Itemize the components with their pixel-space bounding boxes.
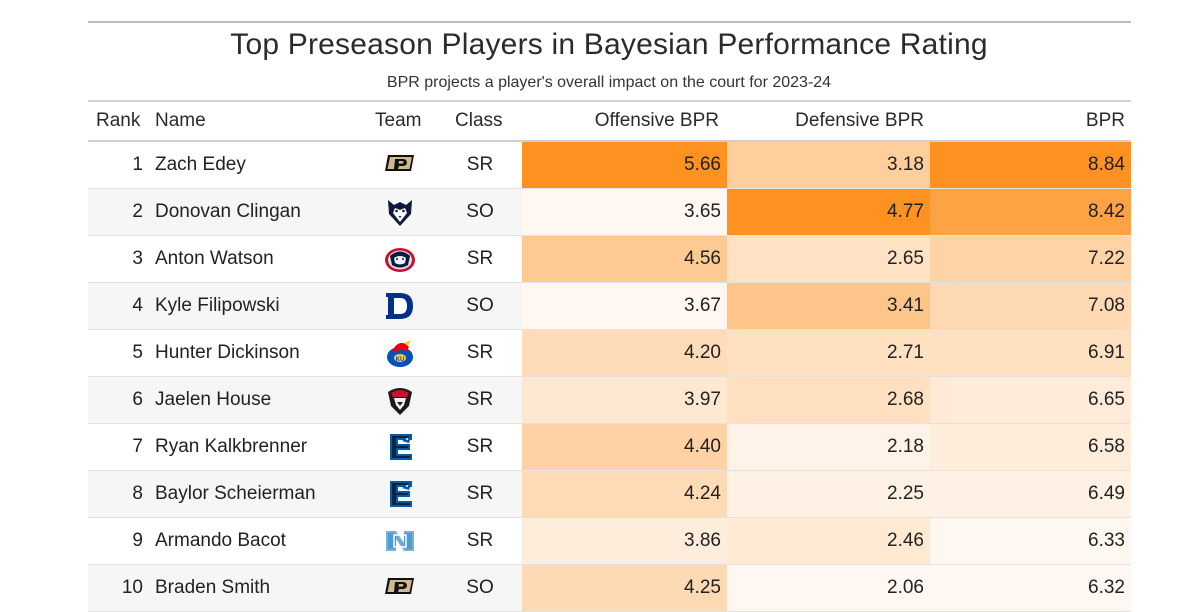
table-row: 4 Kyle Filipowski SO 3.67 3.41 7.08: [88, 283, 1131, 330]
header-defensive-bpr: Defensive BPR: [795, 110, 924, 131]
purdue-logo-icon: [382, 572, 418, 604]
defensive-bpr-cell: 2.71: [727, 330, 930, 376]
chart-subtitle: BPR projects a player's overall impact o…: [386, 74, 832, 91]
player-name-cell: Anton Watson: [155, 248, 274, 269]
gonzaga-logo-icon: [382, 243, 418, 275]
uconn-logo-icon: [382, 196, 418, 228]
offensive-bpr-cell: 3.67: [522, 283, 727, 329]
class-cell: SR: [466, 436, 494, 457]
offensive-bpr-cell: 4.40: [522, 424, 727, 470]
defensive-bpr-cell: 2.46: [727, 518, 930, 564]
rank-cell: 4: [132, 295, 143, 316]
offensive-bpr-cell: 4.25: [522, 565, 727, 611]
defensive-bpr-cell: 2.18: [727, 424, 930, 470]
table-row: 2 Donovan Clingan SO 3.65 4.77 8.42: [88, 189, 1131, 236]
header-class: Class: [455, 110, 503, 131]
bpr-cell: 8.42: [930, 189, 1131, 235]
rank-cell: 3: [132, 248, 143, 269]
header-name: Name: [155, 110, 206, 131]
table-row: 6 Jaelen House SR 3.97 2.68 6.65: [88, 377, 1131, 424]
offensive-bpr-cell: 4.20: [522, 330, 727, 376]
table-row: 5 Hunter Dickinson KU SR 4.20 2.71 6.91: [88, 330, 1131, 377]
chart-title: Top Preseason Players in Bayesian Perfor…: [230, 28, 988, 61]
table-body: 1 Zach Edey SR 5.66 3.18 8.84 2 Donovan Clingan…: [88, 142, 1131, 612]
player-name-cell: Hunter Dickinson: [155, 342, 300, 363]
svg-text:KU: KU: [396, 357, 405, 363]
player-name-cell: Kyle Filipowski: [155, 295, 280, 316]
class-cell: SO: [466, 201, 494, 222]
rank-cell: 9: [132, 530, 143, 551]
kansas-logo-icon: KU: [382, 337, 418, 369]
player-name-cell: Ryan Kalkbrenner: [155, 436, 308, 457]
table-row: 3 Anton Watson SR 4.56 2.65 7.22: [88, 236, 1131, 283]
table-row: 7 Ryan Kalkbrenner SR 4.40 2.18 6.58: [88, 424, 1131, 471]
class-cell: SR: [466, 342, 494, 363]
bpr-cell: 6.33: [930, 518, 1131, 564]
defensive-bpr-cell: 2.25: [727, 471, 930, 517]
table-row: 9 Armando Bacot SR 3.86 2.46 6.33: [88, 518, 1131, 565]
new-mexico-logo-icon: [382, 384, 418, 416]
bpr-cell: 7.22: [930, 236, 1131, 282]
header-bpr: BPR: [1085, 110, 1125, 131]
bpr-cell: 8.84: [930, 142, 1131, 188]
table-row: 1 Zach Edey SR 5.66 3.18 8.84: [88, 142, 1131, 189]
offensive-bpr-cell: 3.97: [522, 377, 727, 423]
bpr-cell: 6.58: [930, 424, 1131, 470]
table-row: 10 Braden Smith SO 4.25 2.06 6.32: [88, 565, 1131, 612]
top-rule: [88, 21, 1131, 23]
rank-cell: 10: [121, 577, 143, 598]
class-cell: SO: [466, 295, 494, 316]
rank-cell: 5: [132, 342, 143, 363]
rank-cell: 8: [132, 483, 143, 504]
header-team: Team: [375, 110, 422, 131]
offensive-bpr-cell: 4.24: [522, 471, 727, 517]
player-name-cell: Jaelen House: [155, 389, 272, 410]
bpr-table: Rank Name Team Class Offensive BPR Defen…: [88, 100, 1131, 612]
creighton-logo-icon: [382, 478, 418, 510]
unc-logo-icon: [382, 525, 418, 557]
class-cell: SR: [466, 248, 494, 269]
rank-cell: 2: [132, 201, 143, 222]
rank-cell: 1: [132, 154, 143, 175]
table-row: 8 Baylor Scheierman SR 4.24 2.25 6.49: [88, 471, 1131, 518]
rank-cell: 7: [132, 436, 143, 457]
defensive-bpr-cell: 2.65: [727, 236, 930, 282]
rank-cell: 6: [132, 389, 143, 410]
creighton-logo-icon: [382, 431, 418, 463]
header-offensive-bpr: Offensive BPR: [594, 110, 719, 131]
duke-logo-icon: [382, 290, 418, 322]
player-name-cell: Donovan Clingan: [155, 201, 301, 222]
defensive-bpr-cell: 4.77: [727, 189, 930, 235]
class-cell: SR: [466, 530, 494, 551]
offensive-bpr-cell: 5.66: [522, 142, 727, 188]
offensive-bpr-cell: 3.86: [522, 518, 727, 564]
player-name-cell: Braden Smith: [155, 577, 271, 598]
class-cell: SR: [466, 154, 494, 175]
header-rank: Rank: [96, 110, 141, 131]
class-cell: SR: [466, 483, 494, 504]
bpr-cell: 6.91: [930, 330, 1131, 376]
defensive-bpr-cell: 2.68: [727, 377, 930, 423]
purdue-logo-icon: [382, 149, 418, 181]
bpr-cell: 6.49: [930, 471, 1131, 517]
defensive-bpr-cell: 3.18: [727, 142, 930, 188]
player-name-cell: Baylor Scheierman: [155, 483, 316, 504]
bpr-cell: 6.32: [930, 565, 1131, 611]
player-name-cell: Armando Bacot: [155, 530, 286, 551]
class-cell: SR: [466, 389, 494, 410]
bpr-cell: 7.08: [930, 283, 1131, 329]
defensive-bpr-cell: 2.06: [727, 565, 930, 611]
player-name-cell: Zach Edey: [155, 154, 246, 175]
offensive-bpr-cell: 4.56: [522, 236, 727, 282]
table-header: Rank Name Team Class Offensive BPR Defen…: [88, 100, 1131, 142]
class-cell: SO: [466, 577, 494, 598]
defensive-bpr-cell: 3.41: [727, 283, 930, 329]
bpr-cell: 6.65: [930, 377, 1131, 423]
offensive-bpr-cell: 3.65: [522, 189, 727, 235]
